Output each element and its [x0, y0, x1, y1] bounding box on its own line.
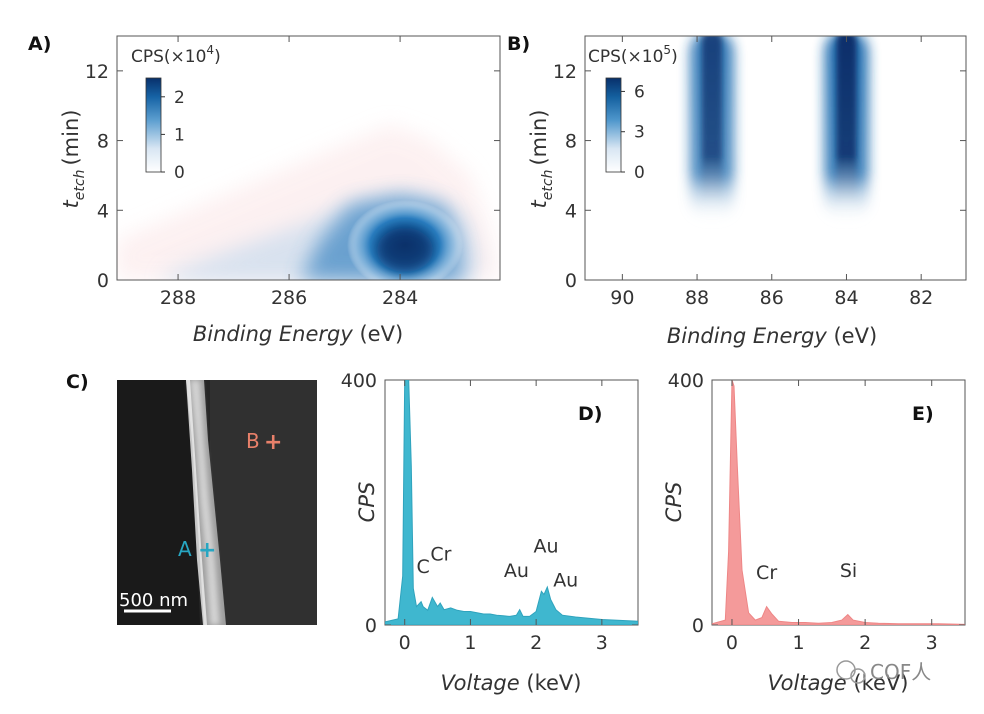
panel-b-colorbar-title: CPS(×105)	[588, 43, 678, 67]
panel-a-ytick-label: 0	[97, 270, 109, 292]
panel-d-axes: 0 1 2 3 0 400	[341, 370, 638, 654]
panel-d-xtick-label: 0	[399, 632, 411, 654]
panel-e-peak-label: Si	[840, 560, 857, 582]
panel-d-xlabel: Voltage (keV)	[441, 671, 582, 695]
panel-a-colorbar-ticks: 0 1 2	[161, 88, 185, 183]
panel-a-label: A)	[28, 33, 51, 55]
panel-e: 0 1 2 3 0 400 E) Cr Si Voltage (keV) CPS	[662, 370, 966, 695]
panel-c: C) B + A + 500 nm	[66, 371, 317, 625]
panel-d-peak-label: Cr	[430, 544, 451, 566]
sem-image	[117, 380, 317, 625]
wechat-icon-secondary	[850, 668, 866, 684]
panel-b-band-core	[702, 36, 722, 211]
sem-point-b-label: B	[246, 429, 260, 453]
panel-e-ytick-label: 400	[668, 370, 704, 392]
panel-e-peak-label: Cr	[756, 562, 777, 584]
sem-scale-bar-label: 500 nm	[119, 590, 188, 611]
panel-a-heatmap	[117, 36, 500, 280]
panel-a-ytick-label: 8	[97, 131, 109, 153]
panel-d-xtick-label: 2	[530, 632, 542, 654]
panel-b-bands	[690, 36, 869, 223]
panel-d-trace	[385, 380, 638, 625]
panel-b-band-core	[836, 36, 857, 211]
panel-a-colorbar-title: CPS(×104)	[131, 43, 221, 67]
panel-a-xtick-label: 286	[271, 287, 307, 309]
panel-e-ytick-label: 0	[692, 615, 704, 637]
panel-a-xlabel: Binding Energy (eV)	[193, 322, 403, 346]
panel-b-ytick-label: 8	[565, 131, 577, 153]
panel-d-ytick-label: 0	[365, 615, 377, 637]
panel-b: B) 90 88 86 84 82 0 4 8 12 CPS(×105) 0 3 6 Binding…	[507, 33, 967, 348]
sem-point-a-label: A	[178, 537, 192, 561]
panel-d-xtick-label: 3	[596, 632, 608, 654]
panel-b-ytick-label: 0	[565, 270, 577, 292]
panel-e-axes: 0 1 2 3 0 400	[668, 370, 965, 654]
panel-e-xtick-label: 0	[726, 632, 738, 654]
panel-d-xtick-label: 1	[464, 632, 476, 654]
panel-b-colorbar-tick-label: 3	[634, 123, 645, 143]
panel-d-ylabel: CPS	[355, 482, 379, 523]
panel-b-ytick-label: 4	[565, 200, 577, 222]
watermark: COF人	[836, 660, 931, 684]
panel-a-colorbar-tick-label: 1	[174, 125, 185, 145]
panel-a-ylabel: tetch(min)	[59, 110, 88, 209]
panel-d-peak-label: Au	[504, 560, 529, 582]
panel-b-label: B)	[507, 33, 530, 55]
panel-b-colorbar-ticks: 0 3 6	[621, 82, 645, 183]
panel-d-peak-label: Au	[533, 536, 558, 558]
panel-e-trace	[712, 380, 965, 625]
panel-b-axes: 90 88 86 84 82 0 4 8 12	[553, 36, 966, 309]
panel-d-ytick-label: 400	[341, 370, 377, 392]
watermark-text: COF人	[870, 660, 931, 684]
panel-b-ylabel: tetch(min)	[527, 110, 556, 209]
panel-b-xtick-label: 86	[760, 287, 784, 309]
panel-d-label: D)	[578, 403, 602, 425]
panel-e-xlabel: Voltage (keV)	[768, 671, 909, 695]
panel-a-ytick-label: 12	[85, 61, 109, 83]
panel-b-xlabel: Binding Energy (eV)	[667, 324, 877, 348]
panel-e-xtick-label: 2	[859, 632, 871, 654]
panel-d-peak-label: C	[416, 556, 429, 578]
panel-a-ytick-label: 4	[97, 200, 109, 222]
panel-b-colorbar-tick-label: 6	[634, 82, 645, 102]
panel-b-colorbar	[605, 77, 622, 173]
sem-point-a-marker-icon: +	[198, 538, 216, 563]
panel-a-xtick-label: 284	[382, 287, 418, 309]
panel-a-colorbar	[145, 77, 162, 173]
sem-point-b-marker-icon: +	[264, 430, 282, 455]
panel-b-xtick-label: 84	[834, 287, 858, 309]
panel-b-xtick-label: 90	[610, 287, 634, 309]
panel-a-colorbar-tick-label: 0	[174, 163, 185, 183]
panel-d-peak-label: Au	[553, 569, 578, 591]
panel-b-ytick-label: 12	[553, 61, 577, 83]
panel-e-label: E)	[912, 403, 934, 425]
panel-e-ylabel: CPS	[662, 482, 686, 523]
panel-e-annotations: Cr Si	[756, 560, 857, 584]
panel-b-colorbar-tick-label: 0	[634, 163, 645, 183]
panel-e-xtick-label: 1	[793, 632, 805, 654]
panel-b-heatmap	[585, 36, 966, 280]
panel-b-xtick-label: 88	[685, 287, 709, 309]
panel-a-colorbar-tick-label: 2	[174, 88, 185, 108]
panel-b-xtick-label: 82	[909, 287, 933, 309]
panel-e-xtick-label: 3	[926, 632, 938, 654]
panel-a-xtick-label: 288	[160, 287, 196, 309]
panel-c-label: C)	[66, 371, 89, 393]
